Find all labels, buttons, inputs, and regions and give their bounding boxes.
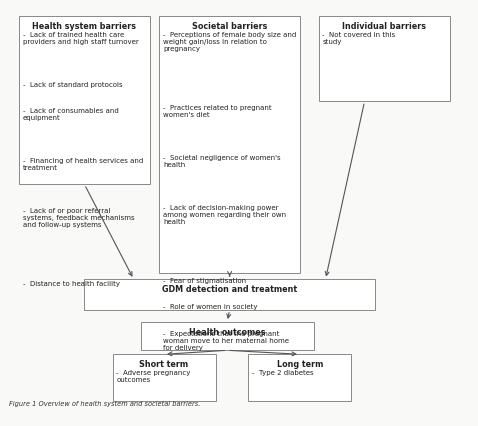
Text: GDM detection and treatment: GDM detection and treatment — [162, 285, 297, 294]
FancyBboxPatch shape — [85, 279, 375, 310]
Text: -  Fear of stigmatisation: - Fear of stigmatisation — [163, 278, 246, 284]
FancyBboxPatch shape — [112, 354, 216, 401]
Text: -  Role of women in society: - Role of women in society — [163, 304, 258, 311]
Text: -  Distance to health facility: - Distance to health facility — [22, 281, 120, 287]
Text: Long term: Long term — [277, 360, 323, 369]
Text: -  Expectations that the pregnant
woman move to her maternal home
for delivery: - Expectations that the pregnant woman m… — [163, 331, 289, 351]
Text: -  Lack of or poor referral
systems, feedback mechanisms
and follow-up systems: - Lack of or poor referral systems, feed… — [22, 208, 134, 228]
Text: -  Lack of trained health care
providers and high staff turnover: - Lack of trained health care providers … — [22, 32, 138, 45]
Text: -  Perceptions of female body size and
weight gain/loss in relation to
pregnancy: - Perceptions of female body size and we… — [163, 32, 296, 52]
Text: Societal barriers: Societal barriers — [192, 22, 267, 31]
Text: Health system barriers: Health system barriers — [33, 22, 136, 31]
Text: Health outcomes: Health outcomes — [189, 328, 266, 337]
Text: -  Financing of health services and
treatment: - Financing of health services and treat… — [22, 158, 143, 171]
Text: -  Lack of decision-making power
among women regarding their own
health: - Lack of decision-making power among wo… — [163, 205, 286, 225]
FancyBboxPatch shape — [159, 16, 300, 273]
Text: -  Adverse pregnancy
outcomes: - Adverse pregnancy outcomes — [116, 370, 191, 383]
Text: Individual barriers: Individual barriers — [342, 22, 426, 31]
Text: Short term: Short term — [140, 360, 189, 369]
FancyBboxPatch shape — [249, 354, 351, 401]
Text: -  Not covered in this
study: - Not covered in this study — [322, 32, 396, 45]
FancyBboxPatch shape — [19, 16, 150, 184]
Text: -  Lack of standard protocols: - Lack of standard protocols — [22, 82, 122, 88]
Text: -  Practices related to pregnant
women's diet: - Practices related to pregnant women's … — [163, 105, 272, 118]
Text: -  Societal negligence of women's
health: - Societal negligence of women's health — [163, 155, 281, 168]
Text: -  Lack of consumables and
equipment: - Lack of consumables and equipment — [22, 109, 119, 121]
FancyBboxPatch shape — [319, 16, 450, 101]
Text: Figure 1 Overview of health system and societal barriers.: Figure 1 Overview of health system and s… — [10, 401, 201, 407]
FancyBboxPatch shape — [141, 322, 314, 350]
Text: -  Type 2 diabetes: - Type 2 diabetes — [252, 370, 314, 376]
